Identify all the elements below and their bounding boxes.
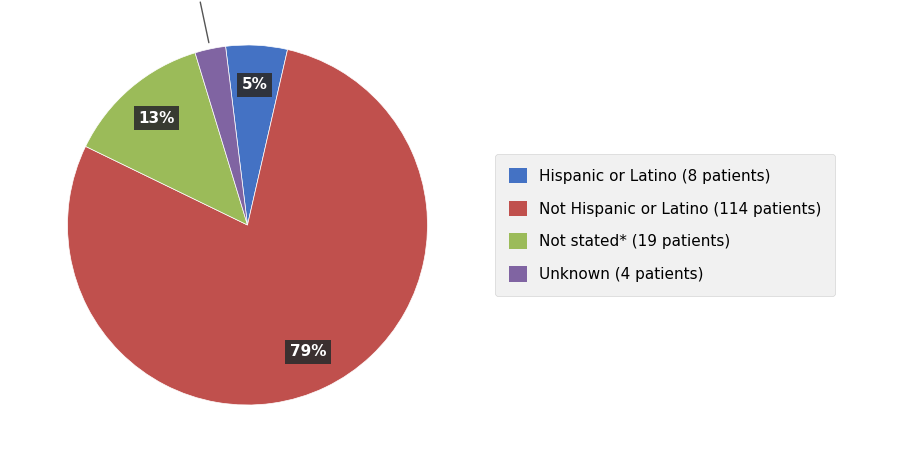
Text: 3%: 3% xyxy=(184,0,210,43)
Wedge shape xyxy=(195,46,248,225)
Text: 5%: 5% xyxy=(242,77,267,92)
Legend: Hispanic or Latino (8 patients), Not Hispanic or Latino (114 patients), Not stat: Hispanic or Latino (8 patients), Not His… xyxy=(495,154,835,296)
Wedge shape xyxy=(226,45,288,225)
Wedge shape xyxy=(86,53,248,225)
Text: 13%: 13% xyxy=(138,111,175,126)
Wedge shape xyxy=(68,50,427,405)
Text: 79%: 79% xyxy=(290,344,327,359)
